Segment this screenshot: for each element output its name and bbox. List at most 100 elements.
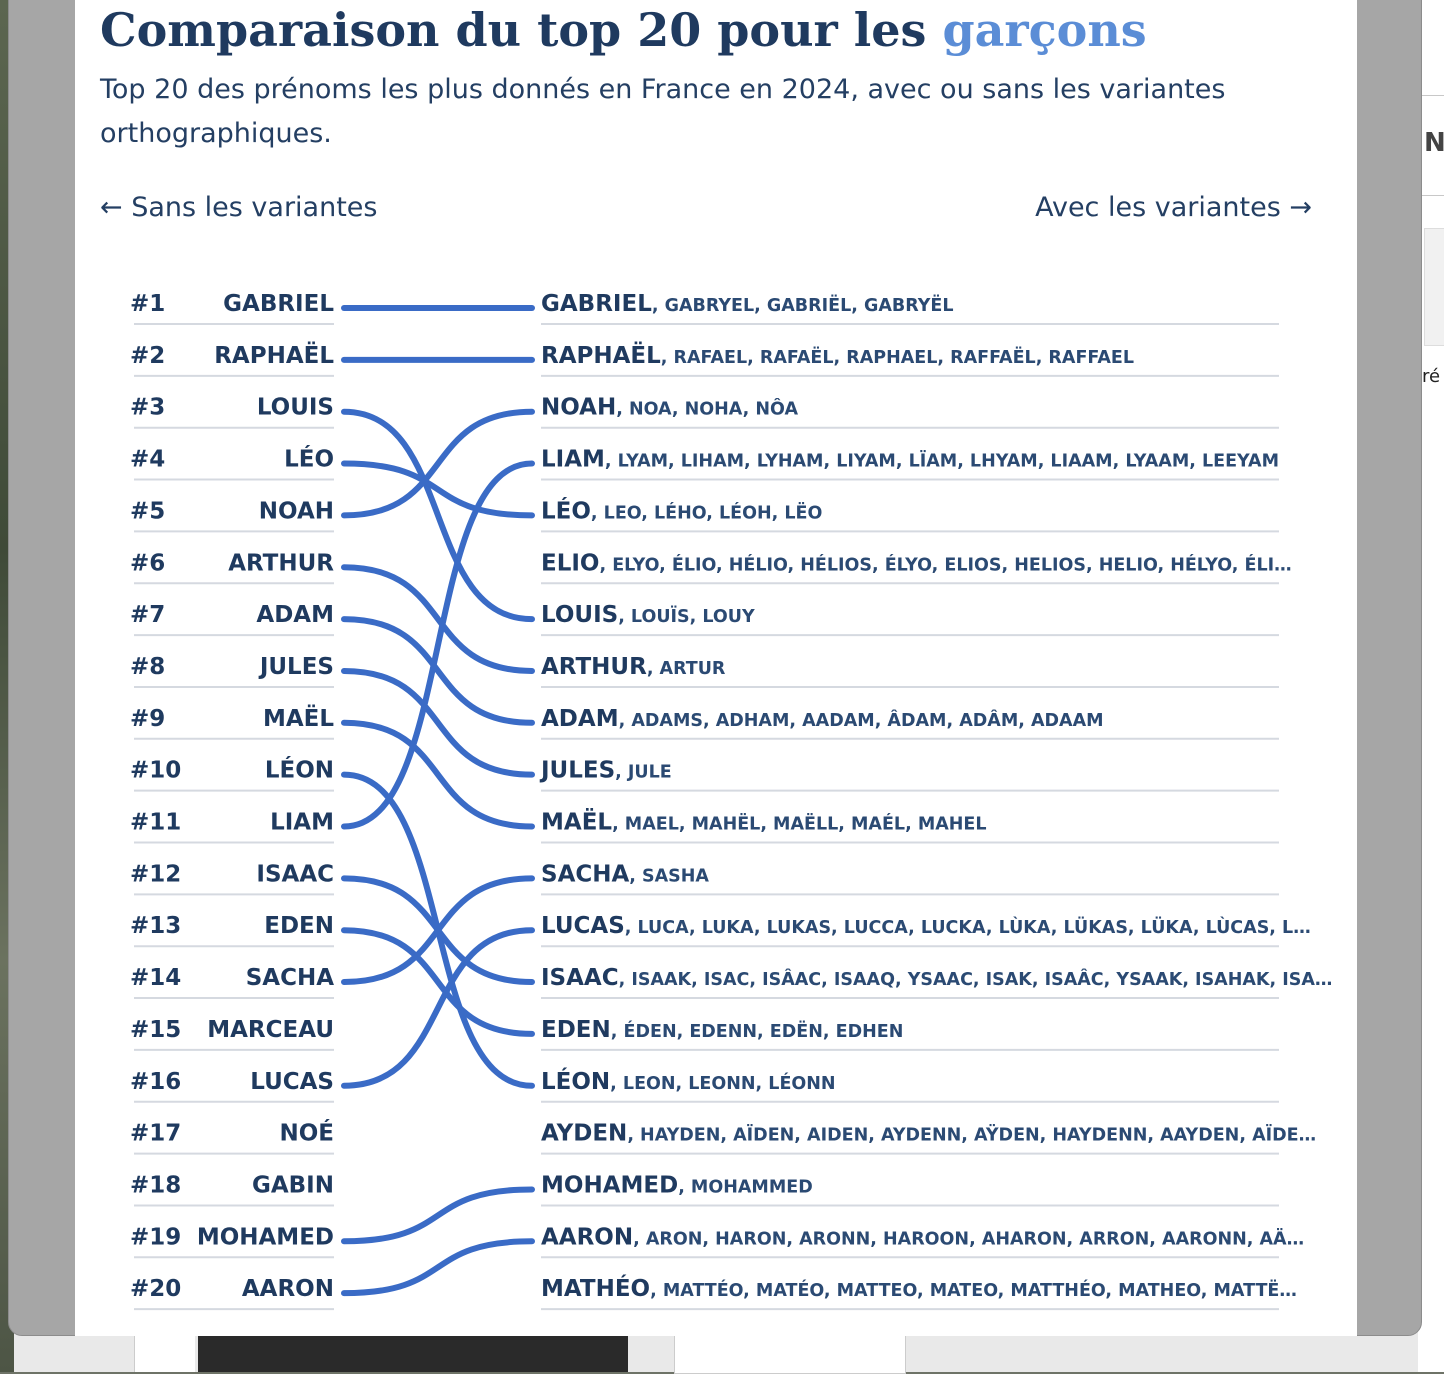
right-main-name: LÉO	[541, 496, 591, 524]
left-name-label: AARON	[242, 1276, 334, 1302]
right-main-name: JULES	[539, 758, 615, 784]
left-name-label: LOUIS	[257, 395, 334, 421]
right-main-name: SACHA	[541, 861, 629, 887]
right-variants: , MAEL, MAHËL, MAËLL, MAÉL, MAHEL	[612, 813, 986, 835]
chart-subtitle: Top 20 des prénoms les plus donnés en Fr…	[100, 74, 1226, 149]
right-main-name: LOUIS	[541, 602, 618, 628]
rank-label: #9	[130, 706, 165, 732]
right-variants: , JULE	[615, 763, 672, 783]
right-name-label: JULES, JULE	[539, 758, 672, 784]
right-variants: , ISAAK, ISAC, ISÂAC, ISAAQ, YSAAC, ISAK…	[619, 968, 1333, 990]
rank-label: #20	[130, 1276, 181, 1302]
rank-label: #7	[130, 602, 165, 628]
right-main-name: MATHÉO	[541, 1274, 650, 1302]
background-photo	[198, 1336, 628, 1372]
rank-link-line	[341, 927, 535, 1089]
right-variants: , NOA, NOHA, NÔA	[616, 398, 798, 420]
label-with-variants: Avec les variantes →	[1035, 192, 1312, 223]
rank-link-line	[341, 667, 535, 778]
left-name-label: LUCAS	[250, 1069, 334, 1095]
right-variants: , LYAM, LIHAM, LYHAM, LIYAM, LÏAM, LHYAM…	[605, 450, 1279, 472]
rank-link-line	[341, 1238, 535, 1297]
left-name-label: EDEN	[264, 913, 334, 939]
rank-label: #18	[130, 1172, 181, 1198]
label-without-variants: ← Sans les variantes	[100, 192, 378, 223]
right-variants: , ÉDEN, EDENN, EDËN, EDHEN	[611, 1020, 904, 1042]
right-variants: , GABRYEL, GABRIËL, GABRYËL	[652, 294, 954, 316]
right-main-name: ARTHUR	[541, 654, 647, 680]
right-name-label: NOAH, NOA, NOHA, NÔA	[541, 395, 798, 421]
rank-label: #12	[130, 861, 181, 887]
right-name-label: GABRIEL, GABRYEL, GABRIËL, GABRYËL	[541, 291, 954, 317]
right-name-label: ARTHUR, ARTUR	[541, 654, 726, 680]
left-name-label: SACHA	[246, 965, 334, 991]
right-variants: , ARTUR	[647, 659, 726, 679]
right-variants: , LOUÏS, LOUY	[618, 605, 755, 627]
rank-label: #1	[130, 291, 165, 317]
rank-label: #6	[130, 550, 165, 576]
rank-label: #8	[130, 654, 165, 680]
rank-label: #3	[130, 395, 165, 421]
right-name-label: MAËL, MAEL, MAHËL, MAËLL, MAÉL, MAHEL	[541, 808, 987, 836]
rank-link-line	[341, 927, 535, 1037]
rank-label: #15	[130, 1017, 181, 1043]
right-main-name: ISAAC	[541, 965, 619, 991]
left-name-label: LÉO	[284, 445, 334, 473]
right-variants: , LEO, LÉHO, LÉOH, LËO	[591, 501, 822, 523]
rank-label: #14	[130, 965, 181, 991]
right-name-label: LUCAS, LUCA, LUKA, LUKAS, LUCCA, LUCKA, …	[541, 913, 1311, 939]
right-variants: , LUCA, LUKA, LUKAS, LUCCA, LUCKA, LÙKA,…	[625, 916, 1311, 938]
right-name-label: ISAAC, ISAAK, ISAC, ISÂAC, ISAAQ, YSAAC,…	[541, 965, 1332, 991]
background-right: N ré	[1418, 0, 1444, 1372]
rank-label: #17	[130, 1121, 181, 1147]
right-name-label: AARON, ARON, HARON, ARONN, HAROON, AHARO…	[541, 1224, 1304, 1250]
right-variants: , MOHAMMED	[678, 1177, 813, 1197]
right-name-label: SACHA, SASHA	[541, 861, 709, 887]
right-name-label: ADAM, ADAMS, ADHAM, AADAM, ÂDAM, ADÂM, A…	[541, 706, 1104, 732]
right-main-name: LÉON	[541, 1067, 610, 1095]
left-name-label: LIAM	[270, 810, 334, 836]
left-name-label: JULES	[258, 654, 334, 680]
left-name-label: MOHAMED	[197, 1224, 334, 1250]
rank-link-line	[341, 875, 535, 986]
rank-link-line	[341, 719, 535, 830]
right-name-label: LIAM, LYAM, LIHAM, LYHAM, LIYAM, LÏAM, L…	[541, 447, 1279, 473]
right-name-label: RAPHAËL, RAFAEL, RAFAËL, RAPHAEL, RAFFAË…	[541, 341, 1134, 369]
left-name-label: GABRIEL	[223, 291, 334, 317]
right-variants: , LEON, LEONN, LÉONN	[610, 1072, 835, 1094]
right-main-name: LIAM	[541, 447, 605, 473]
right-variants: , SASHA	[629, 866, 709, 886]
rank-label: #16	[130, 1069, 181, 1095]
right-variants: , MATTÉO, MATÉO, MATTEO, MATEO, MATTHÉO,…	[650, 1279, 1297, 1301]
background-thumbnail	[1424, 228, 1444, 346]
right-name-label: MATHÉO, MATTÉO, MATÉO, MATTEO, MATEO, MA…	[541, 1274, 1297, 1302]
rank-link-line	[341, 564, 535, 674]
right-main-name: GABRIEL	[541, 291, 652, 317]
chart-title: Comparaison du top 20 pour les garçons	[100, 2, 1147, 58]
left-name-label: LÉON	[265, 756, 334, 784]
right-variants: , ELYO, ÉLIO, HÉLIO, HÉLIOS, ÉLYO, ELIOS…	[599, 553, 1291, 575]
rank-label: #10	[130, 758, 181, 784]
divider	[1422, 95, 1444, 96]
right-variants: , ADAMS, ADHAM, AADAM, ÂDAM, ADÂM, ADAAM	[619, 709, 1104, 731]
left-name-label: NOAH	[259, 498, 334, 524]
rank-label: #13	[130, 913, 181, 939]
left-name-label: ADAM	[256, 602, 334, 628]
right-name-label: LÉO, LEO, LÉHO, LÉOH, LËO	[541, 496, 822, 524]
left-name-label: RAPHAËL	[214, 341, 334, 369]
background-card	[134, 1330, 195, 1372]
rank-link-line	[341, 460, 535, 830]
rank-link-line	[341, 460, 535, 519]
divider	[1422, 195, 1444, 196]
right-name-label: ELIO, ELYO, ÉLIO, HÉLIO, HÉLIOS, ÉLYO, E…	[541, 550, 1292, 576]
left-name-label: NOÉ	[279, 1119, 334, 1147]
right-main-name: AYDEN	[541, 1121, 627, 1147]
left-name-label: MAËL	[263, 704, 334, 732]
left-name-label: ISAAC	[256, 861, 334, 887]
rank-link-line	[341, 408, 535, 623]
rank-label: #5	[130, 498, 165, 524]
left-name-label: GABIN	[252, 1172, 334, 1198]
right-main-name: NOAH	[541, 395, 616, 421]
title-highlight: garçons	[942, 3, 1147, 57]
right-name-label: MOHAMED, MOHAMMED	[541, 1172, 813, 1198]
